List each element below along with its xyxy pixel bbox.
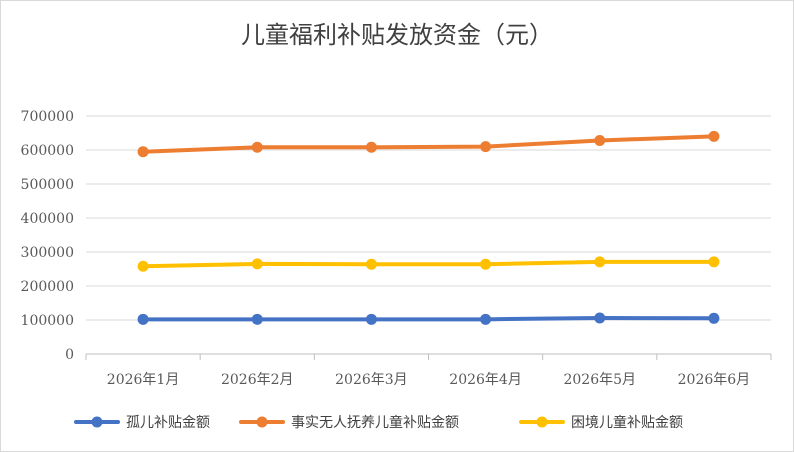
y-tick-label: 700000 [21, 109, 74, 125]
data-point [708, 256, 720, 268]
legend-label: 孤儿补贴金额 [126, 415, 210, 431]
data-point [480, 141, 492, 153]
series-line [141, 134, 716, 154]
y-tick-label: 300000 [21, 245, 74, 261]
legend-swatch-marker [91, 416, 103, 428]
data-point [137, 146, 149, 158]
y-tick-label: 400000 [21, 211, 74, 227]
legend-swatch-marker [536, 416, 548, 428]
data-point [594, 312, 606, 324]
legend-label: 事实无人抚养儿童补贴金额 [291, 414, 459, 431]
series-line [141, 259, 716, 269]
x-tick-label: 2026年4月 [449, 372, 522, 388]
chart-title: 儿童福利补贴发放资金（元） [241, 21, 553, 49]
series-line [141, 315, 716, 322]
data-point [365, 141, 377, 153]
x-tick-label: 2026年1月 [107, 372, 180, 388]
legend-entry: 困境儿童补贴金额 [519, 414, 683, 431]
data-point [594, 134, 606, 146]
data-point [708, 130, 720, 142]
y-tick-label: 200000 [21, 279, 74, 295]
data-point [480, 313, 492, 325]
x-tick-label: 2026年5月 [563, 372, 636, 388]
y-tick-label: 600000 [21, 143, 74, 159]
legend-entry: 孤儿补贴金额 [74, 415, 210, 431]
y-tick-label: 0 [65, 347, 74, 363]
series-lines [137, 130, 720, 325]
data-point [708, 312, 720, 324]
series-2 [137, 130, 720, 158]
data-point [480, 258, 492, 270]
x-tick-label: 2026年3月 [335, 372, 408, 388]
data-point [365, 313, 377, 325]
legend-label: 困境儿童补贴金额 [571, 414, 683, 431]
x-tick-label: 2026年6月 [678, 372, 751, 388]
data-point [251, 313, 263, 325]
legend: 孤儿补贴金额 事实无人抚养儿童补贴金额 困境儿童补贴金额 [74, 414, 683, 431]
series-1 [137, 312, 720, 325]
x-tick-label: 2026年2月 [221, 372, 294, 388]
data-point [137, 313, 149, 325]
data-point [251, 258, 263, 270]
legend-swatch-marker [256, 416, 268, 428]
data-point [251, 141, 263, 153]
data-point [594, 256, 606, 268]
legend-entry: 事实无人抚养儿童补贴金额 [239, 414, 459, 431]
y-tick-label: 100000 [21, 313, 74, 329]
data-point [137, 260, 149, 272]
axes: 0 100000 200000 300000 400000 500000 600000 700… [21, 109, 772, 388]
data-point [365, 258, 377, 270]
y-tick-label: 500000 [21, 177, 74, 193]
series-3 [137, 256, 720, 272]
